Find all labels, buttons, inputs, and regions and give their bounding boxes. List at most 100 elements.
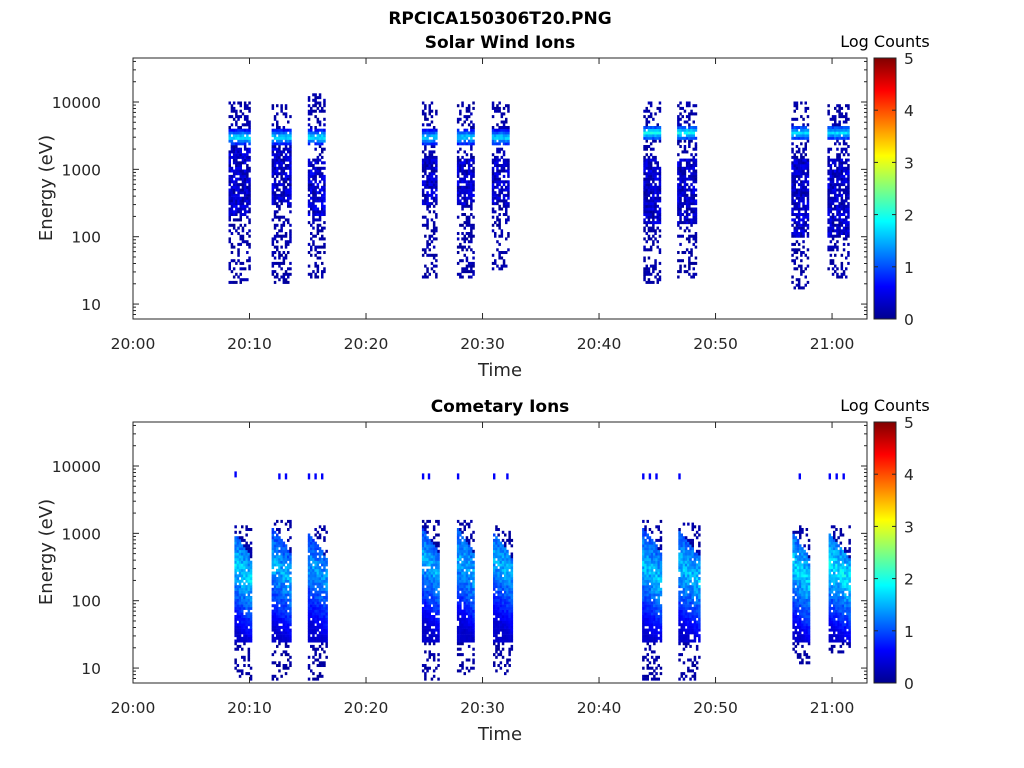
spectrogram-cell bbox=[248, 136, 251, 140]
spectrogram-cell bbox=[243, 604, 246, 608]
spectrogram-cell bbox=[495, 612, 498, 616]
spectrogram-cell bbox=[498, 221, 501, 225]
spectrogram-cell bbox=[241, 226, 245, 230]
spectrogram-cell bbox=[239, 101, 242, 105]
spectrogram-cell bbox=[800, 226, 803, 230]
spectrogram-cell bbox=[310, 615, 313, 619]
spectrogram-cell bbox=[428, 579, 431, 583]
spectrogram-cell bbox=[273, 536, 277, 540]
spectrogram-cell bbox=[321, 213, 324, 217]
spectrogram-cell bbox=[321, 204, 324, 208]
spectrogram-cell bbox=[307, 636, 311, 640]
x-tick-label: 20:00 bbox=[111, 335, 156, 353]
spectrogram-cell bbox=[456, 606, 460, 610]
spectrogram-cell bbox=[246, 134, 249, 138]
spectrogram-cell bbox=[241, 139, 245, 143]
spectrogram-cell bbox=[842, 202, 846, 206]
spectrogram-cell bbox=[312, 218, 315, 222]
spectrogram-cell bbox=[310, 275, 313, 279]
spectrogram-cell bbox=[236, 636, 240, 640]
spectrogram-cell bbox=[432, 166, 436, 170]
spectrogram-cell bbox=[314, 128, 317, 132]
spectrogram-cell bbox=[243, 196, 247, 200]
spectrogram-cell bbox=[289, 166, 292, 170]
spectrogram-cell bbox=[437, 519, 440, 523]
spectrogram-cell bbox=[271, 587, 275, 591]
spectrogram-cell bbox=[456, 566, 460, 570]
spectrogram-cell bbox=[282, 631, 286, 635]
spectrogram-cell bbox=[463, 623, 466, 627]
spectrogram-cell bbox=[284, 242, 288, 246]
spectrogram-cell bbox=[430, 547, 434, 551]
spectrogram-cell bbox=[493, 544, 496, 548]
spectrogram-cell bbox=[804, 180, 807, 184]
spectrogram-cell bbox=[271, 598, 275, 602]
spectrogram-cell bbox=[463, 142, 466, 146]
spectrogram-cell bbox=[307, 579, 311, 583]
spectrogram-cell bbox=[424, 172, 427, 176]
spectrogram-cell bbox=[507, 191, 510, 195]
spectrogram-cell bbox=[238, 623, 242, 627]
spectrogram-cell bbox=[271, 253, 275, 257]
spectrogram-cell bbox=[228, 161, 231, 165]
spectrogram-cell bbox=[800, 223, 803, 227]
spectrogram-cell bbox=[495, 579, 498, 583]
spectrogram-cell bbox=[245, 528, 248, 532]
spectrogram-cell bbox=[430, 139, 434, 143]
spectrogram-cell bbox=[318, 593, 322, 597]
spectrogram-cell bbox=[802, 172, 805, 176]
spectrogram-cell bbox=[430, 555, 434, 559]
spectrogram-cell bbox=[316, 134, 320, 138]
spectrogram-cell bbox=[647, 226, 651, 230]
spectrogram-cell bbox=[426, 123, 429, 127]
spectrogram-cell bbox=[323, 623, 326, 627]
spectrogram-cell bbox=[247, 672, 251, 676]
spectrogram-cell bbox=[470, 577, 473, 581]
spectrogram-cell bbox=[463, 196, 466, 200]
spectrogram-cell bbox=[273, 631, 277, 635]
spectrogram-cell bbox=[271, 552, 275, 556]
spectrogram-cell bbox=[829, 188, 833, 192]
spectrogram-cell bbox=[323, 636, 326, 640]
spectrogram-cell bbox=[694, 142, 698, 146]
spectrogram-cell bbox=[800, 142, 803, 146]
spectrogram-cell bbox=[314, 185, 317, 189]
spectrogram-cell bbox=[683, 177, 687, 181]
spectrogram-cell bbox=[692, 188, 695, 192]
spectrogram-cell bbox=[310, 579, 313, 583]
spectrogram-cell bbox=[463, 579, 466, 583]
spectrogram-cell bbox=[323, 117, 326, 121]
spectrogram-cell bbox=[456, 577, 460, 581]
spectrogram-cell bbox=[679, 221, 682, 225]
spectrogram-cell bbox=[463, 180, 466, 184]
spectrogram-cell bbox=[276, 210, 279, 214]
spectrogram-cell bbox=[847, 226, 850, 230]
spectrogram-cell bbox=[834, 245, 837, 249]
spectrogram-cell bbox=[459, 166, 462, 170]
spectrogram-cell bbox=[806, 188, 810, 192]
spectrogram-cell bbox=[459, 188, 462, 192]
spectrogram-cell bbox=[829, 204, 833, 208]
spectrogram-cell bbox=[472, 139, 475, 143]
spectrogram-cell bbox=[321, 587, 324, 591]
spectrogram-cell bbox=[239, 191, 242, 195]
spectrogram-cell bbox=[280, 174, 283, 178]
spectrogram-cell bbox=[424, 579, 427, 583]
spectrogram-cell bbox=[677, 188, 680, 192]
spectrogram-cell bbox=[829, 199, 833, 203]
spectrogram-cell bbox=[424, 183, 427, 187]
spectrogram-cell bbox=[246, 259, 249, 263]
spectrogram-cell bbox=[467, 669, 471, 673]
spectrogram-cell bbox=[235, 142, 238, 146]
spectrogram-cell bbox=[278, 557, 281, 561]
spectrogram-cell bbox=[280, 134, 283, 138]
spectrogram-cell bbox=[647, 131, 651, 135]
spectrogram-cell bbox=[273, 612, 277, 616]
spectrogram-cell bbox=[289, 161, 292, 165]
spectrogram-cell bbox=[307, 568, 311, 572]
spectrogram-cell bbox=[432, 623, 436, 627]
spectrogram-cell bbox=[791, 180, 794, 184]
spectrogram-cell bbox=[428, 538, 431, 542]
spectrogram-cell bbox=[430, 166, 434, 170]
spectrogram-cell bbox=[280, 519, 283, 523]
